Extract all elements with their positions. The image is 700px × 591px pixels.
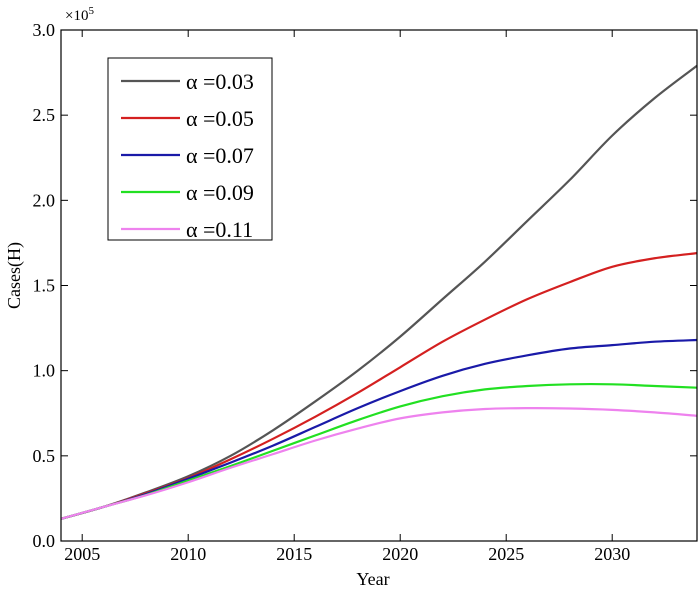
x-tick-label: 2015 [276,544,312,564]
y-tick-label: 2.5 [33,105,56,125]
legend-label-4: α =0.09 [186,180,254,205]
x-tick-label: 2010 [170,544,206,564]
series-line-2 [60,252,698,520]
series-line-3 [60,338,698,520]
y-multiplier-base: ×10 [65,8,88,24]
series-line-1 [60,64,698,520]
legend: α =0.03 α =0.05 α =0.07 α =0.09 α =0.11 [107,57,273,242]
y-tick-label: 3.0 [33,20,56,40]
legend-box [107,57,273,241]
y-tick-label: 1.0 [33,361,56,381]
y-multiplier: ×105 [65,5,94,24]
series-line-4 [60,382,698,520]
y-multiplier-exponent: 5 [88,5,94,17]
y-axis-title: Cases(H) [4,242,25,309]
series-line-5 [60,407,698,520]
x-axis-title: Year [356,569,389,589]
legend-label-2: α =0.05 [186,106,254,131]
y-tick-label: 2.0 [33,190,56,210]
x-tick-label: 2005 [64,544,100,564]
ticks-layer: 2005 2010 2015 2020 2025 2030 0.0 0.5 1.0 1.5 2.0 2… [33,20,697,564]
x-tick-label: 2020 [382,544,418,564]
legend-label-1: α =0.03 [186,69,254,94]
legend-label-3: α =0.07 [186,143,254,168]
series-layer [60,64,698,520]
x-tick-label: 2025 [488,544,524,564]
y-tick-label: 1.5 [33,276,56,296]
x-tick-label: 2030 [594,544,630,564]
y-tick-label: 0.5 [33,446,56,466]
y-tick-label: 0.0 [33,531,56,551]
legend-label-5: α =0.11 [186,217,253,242]
